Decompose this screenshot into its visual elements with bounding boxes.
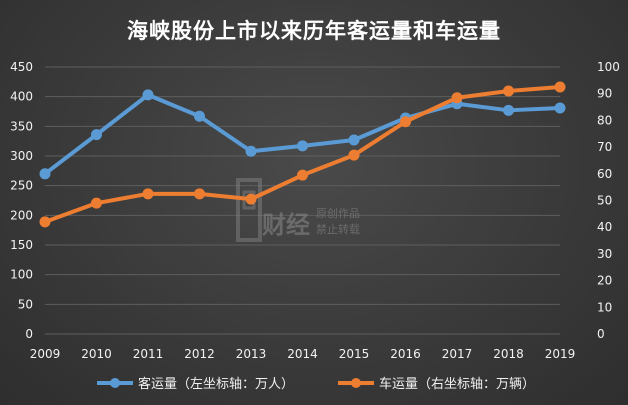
y-left-tick-label: 400 xyxy=(10,90,33,104)
chart-title: 海峡股份上市以来历年客运量和车运量 xyxy=(127,19,501,43)
y-left-tick-label: 350 xyxy=(10,119,33,133)
data-point xyxy=(297,140,308,152)
data-point xyxy=(91,197,102,209)
data-point xyxy=(297,169,308,181)
y-right-tick-label: 20 xyxy=(597,274,612,288)
y-right-tick-label: 80 xyxy=(597,113,612,127)
data-point xyxy=(142,89,154,101)
x-axis: 2009 2010 2011 2012 2013 2014 2015 2016 2017 2018… xyxy=(30,347,576,361)
x-tick-label: 2010 xyxy=(81,347,112,361)
series-passenger xyxy=(39,89,566,180)
series-layer xyxy=(39,81,566,228)
watermark-brand: 财经 xyxy=(262,211,310,239)
y-left-tick-label: 150 xyxy=(10,238,33,252)
y-left-tick-label: 450 xyxy=(10,60,33,74)
series-vehicle xyxy=(39,81,566,228)
y-right-tick-label: 70 xyxy=(597,140,612,154)
y-right-tick-label: 10 xyxy=(597,300,612,314)
y-axis-left: 0 50 100 150 200 250 300 350 400 450 xyxy=(10,60,33,341)
y-left-tick-label: 200 xyxy=(10,208,33,222)
y-axis-right: 0 10 20 30 40 50 60 70 80 90 100 xyxy=(597,60,620,341)
data-point xyxy=(245,145,257,157)
y-left-tick-label: 250 xyxy=(10,179,33,193)
watermark-line1: 原创作品 xyxy=(316,207,360,220)
data-point xyxy=(39,168,51,180)
legend-item-vehicle: 车运量（右坐标轴：万辆） xyxy=(338,376,535,392)
x-tick-label: 2012 xyxy=(184,347,215,361)
data-point xyxy=(39,216,51,228)
y-right-tick-label: 40 xyxy=(597,220,612,234)
data-point xyxy=(194,188,205,200)
legend-item-passenger: 客运量（左坐标轴：万人） xyxy=(97,376,294,392)
data-point xyxy=(348,134,360,146)
data-point xyxy=(142,188,154,200)
data-point xyxy=(503,104,514,116)
y-right-tick-label: 50 xyxy=(597,194,612,208)
data-point xyxy=(554,102,566,114)
data-point xyxy=(245,193,257,205)
y-right-tick-label: 60 xyxy=(597,167,612,181)
x-tick-label: 2011 xyxy=(133,347,164,361)
y-left-tick-label: 50 xyxy=(18,297,33,311)
data-point xyxy=(194,110,205,122)
x-tick-label: 2015 xyxy=(339,347,370,361)
series-line xyxy=(43,92,562,176)
watermark-line2: 禁止转载 xyxy=(316,222,360,236)
data-point xyxy=(451,92,463,104)
gridlines xyxy=(45,66,560,335)
x-tick-label: 2016 xyxy=(390,347,421,361)
data-point xyxy=(91,129,102,141)
data-point xyxy=(554,81,566,93)
y-left-tick-label: 0 xyxy=(25,327,33,341)
watermark-logo: 财经 原创作品 禁止转载 xyxy=(236,178,360,242)
x-tick-label: 2009 xyxy=(30,347,61,361)
legend-label-vehicle: 车运量（右坐标轴：万辆） xyxy=(379,376,535,392)
x-tick-label: 2013 xyxy=(236,347,267,361)
legend: 客运量（左坐标轴：万人） 车运量（右坐标轴：万辆） xyxy=(97,376,535,392)
y-right-tick-label: 90 xyxy=(597,87,612,101)
x-tick-label: 2019 xyxy=(545,347,576,361)
data-point xyxy=(400,116,411,128)
legend-label-passenger: 客运量（左坐标轴：万人） xyxy=(138,376,294,392)
y-left-tick-label: 100 xyxy=(10,268,33,282)
y-left-tick-label: 300 xyxy=(10,149,33,163)
x-tick-label: 2014 xyxy=(287,347,318,361)
data-point xyxy=(348,149,360,161)
data-point xyxy=(503,85,514,97)
y-right-tick-label: 0 xyxy=(597,327,605,341)
x-tick-label: 2018 xyxy=(493,347,524,361)
y-right-tick-label: 100 xyxy=(597,60,620,74)
y-right-tick-label: 30 xyxy=(597,247,612,261)
x-tick-label: 2017 xyxy=(442,347,473,361)
